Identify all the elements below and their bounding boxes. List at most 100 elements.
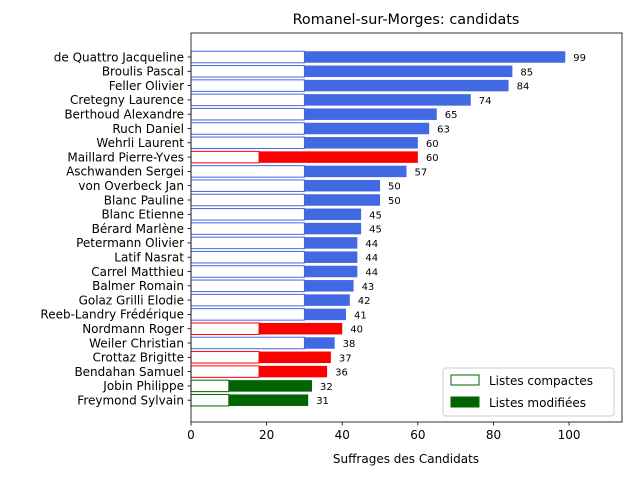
y-tick-label: von Overbeck Jan xyxy=(78,179,184,193)
bars-group xyxy=(190,50,566,407)
bar-modified xyxy=(304,165,407,178)
y-tick-label: Latif Nasrat xyxy=(114,251,184,265)
value-label: 44 xyxy=(365,253,378,264)
bar-modified xyxy=(259,365,328,378)
bar-modified xyxy=(304,308,347,321)
value-label: 32 xyxy=(320,382,333,393)
value-label: 85 xyxy=(520,67,533,78)
bar-compact xyxy=(190,308,305,321)
y-tick-label: Blanc Etienne xyxy=(101,208,184,222)
bar-compact xyxy=(190,222,305,235)
bar-modified xyxy=(304,79,509,92)
bar-compact xyxy=(190,79,305,92)
legend-frame xyxy=(442,367,615,417)
legend: Listes compactes Listes modifiées xyxy=(442,367,615,417)
bar-modified xyxy=(228,394,309,406)
y-tick-label: Jobin Philippe xyxy=(102,379,184,393)
bar-modified xyxy=(304,222,362,235)
bar-compact xyxy=(190,122,305,135)
bar-compact xyxy=(190,250,305,264)
value-label: 74 xyxy=(479,96,492,107)
bar-compact xyxy=(190,293,305,307)
x-tick-label: 100 xyxy=(558,428,581,442)
y-tick-label: Ruch Daniel xyxy=(112,122,184,136)
value-label: 50 xyxy=(388,182,401,193)
legend-label-modifiees: Listes modifiées xyxy=(489,396,586,410)
value-label: 44 xyxy=(365,268,378,279)
bar-compact xyxy=(190,393,230,407)
value-label: 40 xyxy=(350,325,363,336)
x-tick-label: 40 xyxy=(335,428,350,442)
value-label: 36 xyxy=(335,368,348,379)
y-tick-label: Wehrli Laurent xyxy=(96,136,184,150)
y-tick-label: Petermann Olivier xyxy=(76,236,184,250)
y-tick-label: de Quattro Jacqueline xyxy=(54,50,184,64)
bar-modified xyxy=(304,122,430,135)
value-label: 38 xyxy=(343,339,356,350)
bar-modified xyxy=(304,251,358,263)
bar-modified xyxy=(304,265,358,278)
value-label: 63 xyxy=(437,125,450,136)
value-label: 37 xyxy=(339,353,352,364)
bar-modified xyxy=(304,280,354,292)
y-tick-label: Feller Olivier xyxy=(109,79,184,93)
legend-swatch-compactes xyxy=(450,374,480,386)
bar-compact xyxy=(190,279,305,293)
bar-compact xyxy=(190,93,305,107)
y-tick-label: Nordmann Roger xyxy=(82,322,184,336)
value-label: 45 xyxy=(369,225,382,236)
y-tick-label: Reeb-Landry Frédérique xyxy=(40,308,184,322)
chart-title: Romanel-sur-Morges: candidats xyxy=(293,12,520,28)
bar-compact xyxy=(190,365,260,378)
bar-modified xyxy=(304,51,566,63)
value-label: 41 xyxy=(354,310,367,321)
value-labels: 99 85 84 74 65 63 60 60 57 50 50 45 45 44 44 44 43 42 41 40… xyxy=(316,53,586,407)
value-label: 31 xyxy=(316,396,329,407)
x-tick-label: 20 xyxy=(259,428,274,442)
x-tick-label: 0 xyxy=(187,428,195,442)
bar-compact xyxy=(190,179,305,192)
value-label: 57 xyxy=(415,167,428,178)
bar-compact xyxy=(190,351,260,364)
axes-frame xyxy=(190,32,623,423)
y-tick-label: Balmer Romain xyxy=(92,279,184,293)
x-tick-label: 80 xyxy=(486,428,501,442)
y-tick-label: Freymond Sylvain xyxy=(77,394,184,408)
value-label: 65 xyxy=(445,110,458,121)
bar-modified xyxy=(259,322,343,335)
legend-swatch-modifiees xyxy=(450,396,480,408)
bar-compact xyxy=(190,236,305,250)
bar-compact xyxy=(190,136,305,150)
value-label: 42 xyxy=(358,296,371,307)
x-tick-label: 60 xyxy=(410,428,425,442)
bar-compact xyxy=(190,322,260,335)
value-label: 45 xyxy=(369,210,382,221)
bar-compact xyxy=(190,50,305,64)
bar-modified xyxy=(304,237,358,249)
bar-modified xyxy=(304,194,381,206)
bar-modified xyxy=(304,137,418,149)
y-tick-label: Cretegny Laurence xyxy=(70,93,184,107)
value-label: 44 xyxy=(365,239,378,250)
bar-modified xyxy=(304,337,335,349)
bar-compact xyxy=(190,336,305,350)
value-label: 43 xyxy=(362,282,375,293)
bar-modified xyxy=(259,151,418,163)
bar-compact xyxy=(190,107,305,121)
y-tick-label: Bendahan Samuel xyxy=(74,365,184,379)
bar-compact xyxy=(190,265,305,278)
y-tick-label: Broulis Pascal xyxy=(102,65,184,79)
y-tick-label: Bérard Marlène xyxy=(92,222,184,236)
bar-compact xyxy=(190,165,305,178)
legend-label-compactes: Listes compactes xyxy=(489,374,593,388)
value-label: 60 xyxy=(426,139,439,150)
value-label: 99 xyxy=(573,53,586,64)
value-label: 60 xyxy=(426,153,439,164)
y-tick-label: Golaz Grilli Elodie xyxy=(79,293,184,307)
bar-modified xyxy=(304,94,471,106)
bar-modified xyxy=(228,380,312,392)
x-axis-label: Suffrages des Candidats xyxy=(333,452,479,466)
bar-modified xyxy=(259,351,331,364)
